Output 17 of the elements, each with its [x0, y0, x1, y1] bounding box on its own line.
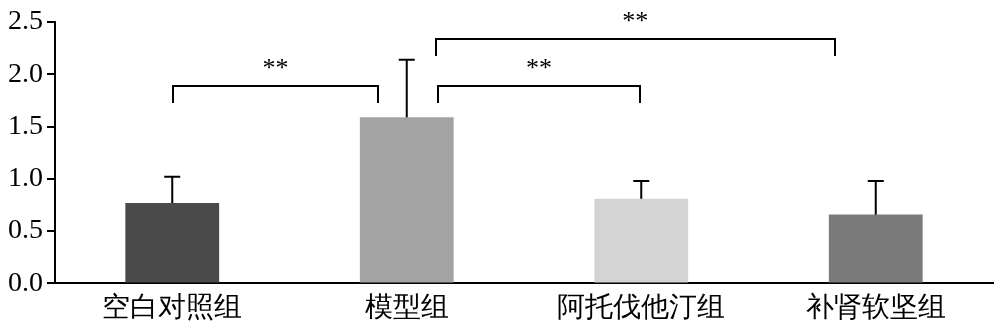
x-tick-label: 补肾软坚组 — [805, 290, 946, 322]
y-tick-label: 1.5 — [8, 108, 43, 140]
bar — [828, 214, 923, 283]
x-tick-label: 模型组 — [364, 290, 449, 322]
bar — [125, 202, 220, 283]
y-tick-label: 1.0 — [8, 161, 43, 193]
y-tick-label: 2.5 — [8, 4, 43, 36]
bar — [594, 198, 689, 283]
annotation: ** — [622, 5, 649, 36]
y-tick-label: 0.0 — [8, 265, 43, 297]
y-tick-label: 2.0 — [8, 56, 43, 88]
annotation: ** — [262, 52, 289, 83]
y-tick-label: 0.5 — [8, 213, 43, 245]
x-tick-label: 阿托伐他汀组 — [557, 290, 726, 322]
annotation: ** — [526, 52, 552, 83]
bar — [359, 117, 454, 283]
x-tick-label: 空白对照组 — [102, 290, 243, 322]
